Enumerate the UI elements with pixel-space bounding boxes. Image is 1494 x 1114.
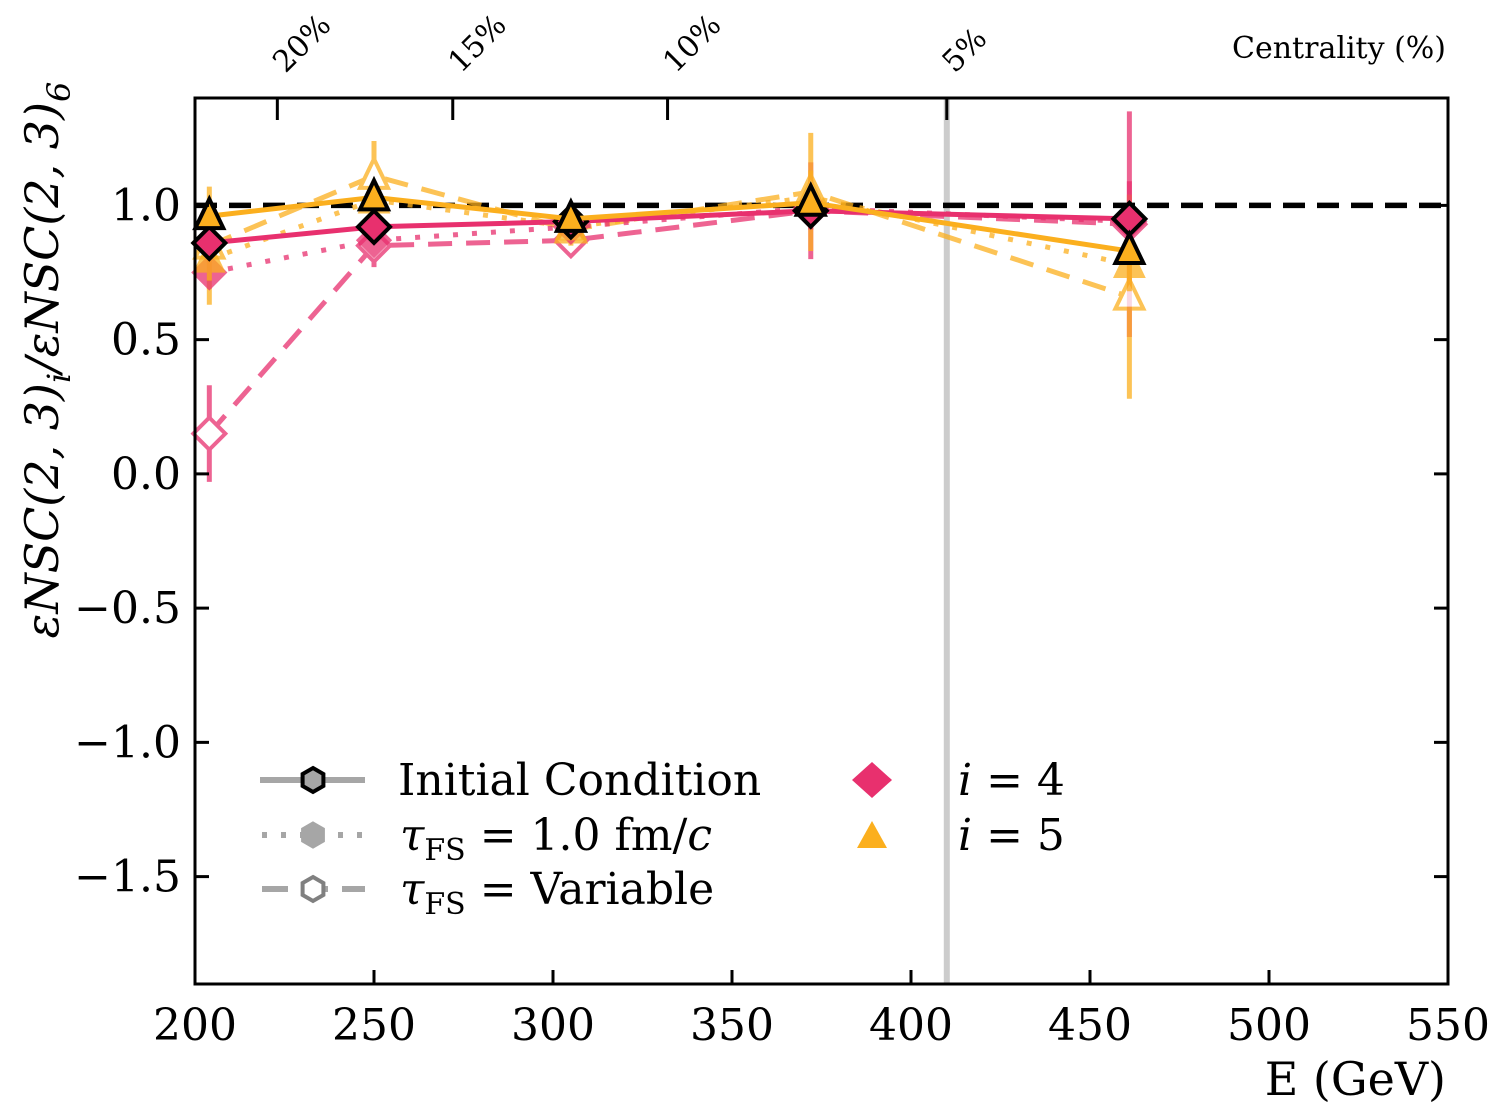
x-axis-label: E (GeV)	[1265, 1052, 1446, 1106]
data-point-triangle	[192, 194, 227, 231]
top-axis-title: Centrality (%)	[1232, 31, 1446, 66]
legend-hexagon-light-icon	[301, 821, 325, 849]
x-tick-label: 350	[690, 1000, 774, 1051]
data-point-diamond	[190, 224, 229, 262]
top-tick-label: 20%	[266, 8, 338, 80]
x-tick-label: 500	[1227, 1000, 1311, 1051]
legend-label-i5: i = 5	[958, 810, 1065, 861]
top-tick-label: 5%	[936, 21, 994, 79]
legend: Initial Condition τFS = 1.0 fm/c τFS = V…	[260, 755, 1065, 922]
data-point-triangle	[1112, 275, 1147, 311]
y-tick-label: −1.0	[74, 717, 181, 768]
legend-label-tau-1: τFS = 1.0 fm/c	[400, 810, 712, 868]
data-point-triangle	[1112, 229, 1147, 266]
legend-triangle-icon	[857, 821, 887, 848]
legend-entry-tau-1: τFS = 1.0 fm/c	[262, 810, 712, 868]
plot-frame	[193, 96, 1450, 986]
series-dotted-i4	[191, 181, 1148, 291]
data-point-diamond	[190, 414, 229, 453]
series-line	[207, 208, 1130, 436]
x-tick-label: 550	[1406, 1000, 1490, 1051]
y-tick-label: −1.5	[74, 852, 181, 903]
tick-labels-layer: 200 250 300 350 400 450 500 550 −1.5 −1.0 −0.5 0.0 0…	[74, 8, 1490, 1051]
legend-entry-initial-condition: Initial Condition	[260, 755, 761, 806]
legend-entry-tau-variable: τFS = Variable	[262, 864, 714, 922]
series-layer	[190, 111, 1149, 482]
x-tick-label: 450	[1048, 1000, 1132, 1051]
series-solid-i5	[192, 175, 1147, 266]
legend-entry-i5: i = 5	[857, 810, 1065, 861]
series-dashed-i4	[190, 111, 1149, 482]
top-tick-label: 10%	[656, 8, 728, 80]
x-tick-label: 250	[332, 1000, 416, 1051]
legend-label-tau-variable: τFS = Variable	[400, 864, 714, 922]
data-point-triangle	[793, 181, 828, 217]
y-tick-label: 0.5	[111, 315, 181, 366]
legend-label-i4: i = 4	[958, 755, 1065, 806]
top-tick-label: 15%	[442, 8, 514, 80]
legend-label-initial-condition: Initial Condition	[398, 755, 761, 806]
y-axis-label: εNSC(2, 3)i/εNSC(2, 3)6	[15, 82, 78, 639]
data-point-triangle	[356, 175, 392, 212]
y-tick-label: −0.5	[74, 583, 181, 634]
legend-hexagon-open-icon	[300, 874, 326, 904]
legend-entry-i4: i = 4	[852, 755, 1065, 806]
y-tick-label: 0.0	[111, 449, 181, 500]
data-point-triangle	[553, 197, 589, 233]
y-tick-label: 1.0	[111, 180, 181, 231]
series-dashed-i5	[192, 132, 1147, 399]
legend-hexagon-filled-icon	[300, 765, 326, 795]
x-tick-label: 300	[511, 1000, 595, 1051]
data-point-diamond	[355, 208, 393, 246]
x-tick-label: 200	[153, 1000, 237, 1051]
axes-layer	[193, 96, 1450, 986]
legend-diamond-icon	[852, 762, 892, 798]
x-tick-label: 400	[869, 1000, 953, 1051]
